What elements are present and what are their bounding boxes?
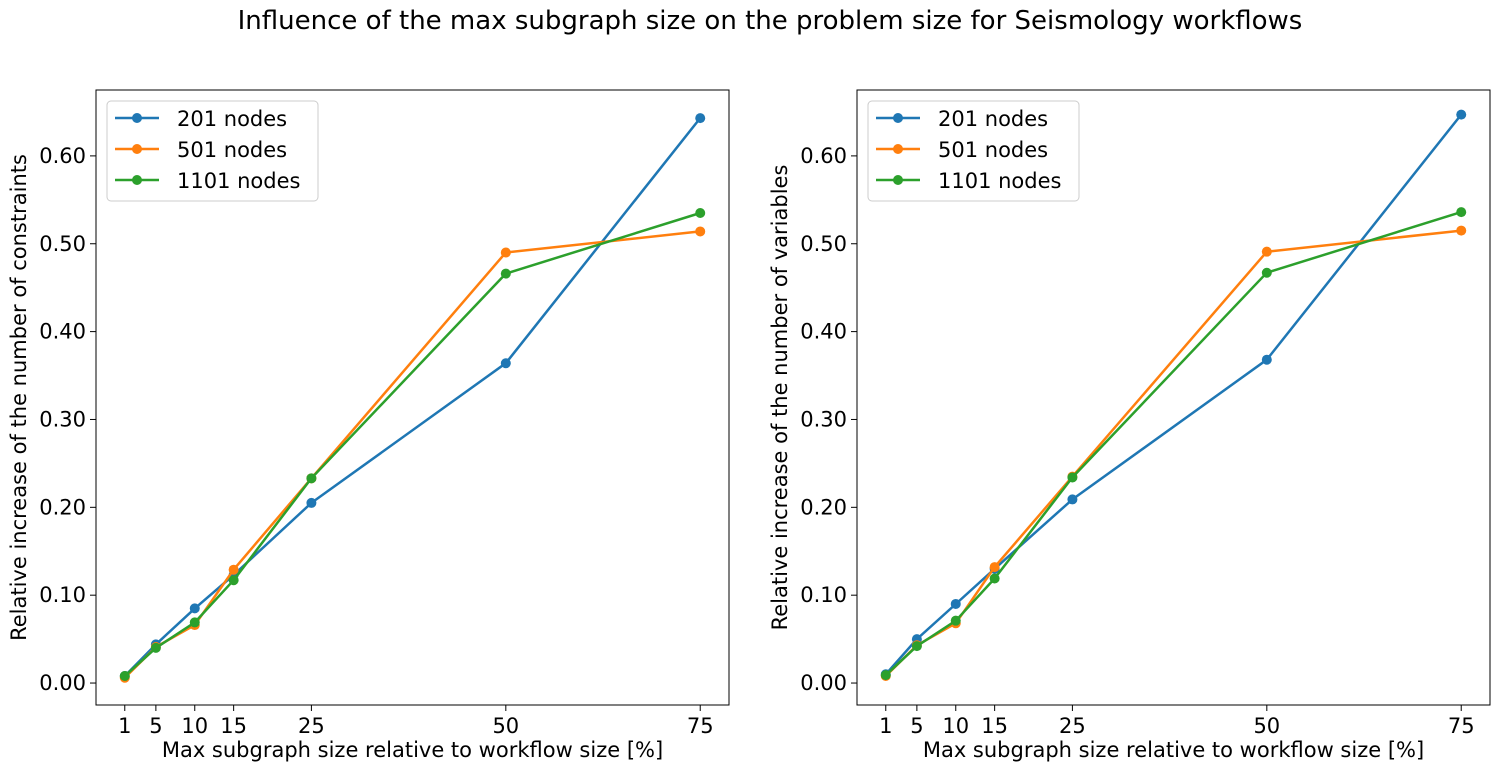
y-tick-label: 0.30 [800,407,847,431]
y-tick-label: 0.30 [39,407,86,431]
data-point-s1-3 [189,603,200,614]
data-point-s3-6 [1261,267,1272,278]
x-tick-label: 1 [879,714,892,738]
x-axis-label: Max subgraph size relative to workflow s… [923,738,1424,762]
data-point-s2-7 [695,226,706,237]
legend-box [106,100,319,202]
x-tick-label: 10 [181,714,208,738]
x-tick-label: 5 [149,714,162,738]
x-tick-label: 10 [942,714,969,738]
series-line-2 [884,229,1462,677]
chart-panel-1: 1 5 10 15 25 50 75 0.00 0.10 0.20 0.30 0.40 0.50 0.60… [7,89,730,762]
x-tick-label: 50 [1253,714,1280,738]
legend-label-1: 201 nodes [938,107,1048,131]
legend-marker-3 [132,175,142,185]
data-point-s1-6 [1261,354,1272,365]
data-point-s2-6 [500,247,511,258]
y-axis-label: Relative increase of the number of const… [7,154,31,641]
legend-marker-2 [893,144,903,154]
y-tick-label: 0.50 [800,232,847,256]
y-tick-label: 0.00 [800,671,847,695]
y-tick-label: 0.50 [39,232,86,256]
x-tick-label: 50 [492,714,519,738]
x-tick-label: 15 [220,714,247,738]
plot-frame [856,89,1491,706]
data-point-s3-2 [911,641,922,652]
data-point-s3-4 [989,573,1000,584]
x-tick-label: 25 [1059,714,1086,738]
series-line-1 [123,117,702,677]
data-point-s3-1 [880,670,891,681]
data-point-s3-3 [950,615,961,626]
legend: 201 nodes 501 nodes 1101 nodes [106,100,319,202]
y-axis-label: Relative increase of the number of varia… [768,165,792,631]
data-point-s1-7 [1456,109,1467,120]
data-point-s1-5 [1067,494,1078,505]
chart-panel-2: 1 5 10 15 25 50 75 0.00 0.10 0.20 0.30 0.40 0.50 0.60… [768,89,1491,762]
legend-label-2: 501 nodes [177,138,287,162]
data-point-s1-5 [306,497,317,508]
y-tick-label: 0.60 [39,144,86,168]
data-point-s3-7 [1456,207,1467,218]
data-point-s3-1 [119,671,130,682]
data-point-s2-4 [228,564,239,575]
legend-label-3: 1101 nodes [938,169,1061,193]
legend-marker-3 [893,175,903,185]
x-tick-label: 75 [687,714,714,738]
x-tick-label: 5 [910,714,923,738]
y-tick-label: 0.00 [39,671,86,695]
series-line-3 [123,211,701,677]
y-tick-label: 0.40 [800,320,847,344]
x-tick-label: 25 [298,714,325,738]
data-point-s3-5 [1067,472,1078,483]
data-point-s2-6 [1261,246,1272,257]
y-tick-label: 0.20 [39,495,86,519]
plot-frame [95,89,730,706]
data-point-s1-7 [695,113,706,124]
data-point-s3-3 [189,617,200,628]
legend-label-2: 501 nodes [938,138,1048,162]
x-axis-label: Max subgraph size relative to workflow s… [162,738,663,762]
x-tick-label: 75 [1448,714,1475,738]
series-line-2 [123,230,701,679]
data-point-s1-6 [500,358,511,369]
data-point-s3-4 [228,575,239,586]
y-tick-label: 0.20 [800,495,847,519]
data-point-s1-3 [950,598,961,609]
y-tick-label: 0.60 [800,144,847,168]
data-point-s3-7 [695,208,706,218]
y-tick-label: 0.40 [39,320,86,344]
y-tick-label: 0.10 [800,583,847,607]
legend: 201 nodes 501 nodes 1101 nodes [867,100,1080,202]
x-tick-label: 1 [118,714,131,738]
figure-title: Influence of the max subgraph size on th… [237,6,1303,36]
data-point-s2-7 [1456,225,1467,236]
legend-marker-1 [132,113,142,123]
data-point-s2-4 [989,562,1000,573]
series-line-3 [884,210,1462,677]
legend-label-1: 201 nodes [177,107,287,131]
legend-box [867,100,1080,202]
y-tick-label: 0.10 [39,583,86,607]
x-tick-label: 15 [981,714,1008,738]
legend-label-3: 1101 nodes [177,169,300,193]
data-point-s3-5 [306,473,317,484]
data-point-s3-6 [500,268,511,279]
legend-marker-2 [132,144,142,154]
legend-marker-1 [893,113,903,123]
data-point-s3-2 [150,642,161,653]
